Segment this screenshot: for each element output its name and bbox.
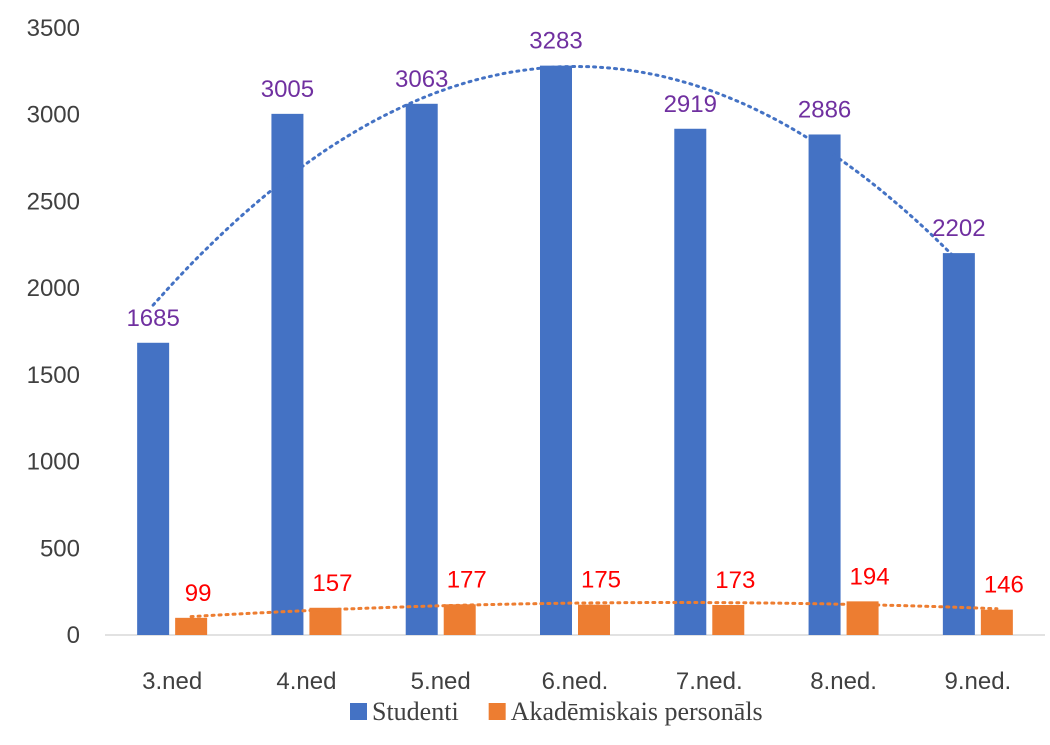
data-label: 146: [984, 572, 1024, 599]
data-label: 2202: [932, 215, 985, 242]
y-tick-label: 1500: [27, 362, 80, 389]
legend-label: Studenti: [372, 697, 459, 726]
legend: Studenti Akadēmiskais personāls: [350, 697, 763, 726]
data-label: 177: [447, 566, 487, 593]
bar-studenti: [271, 113, 304, 635]
legend-label: Akadēmiskais personāls: [511, 697, 763, 726]
bars: [137, 65, 1013, 636]
x-tick-label: 7.ned.: [676, 668, 743, 695]
data-label: 157: [312, 570, 352, 597]
bar-akademiskais-personals: [309, 607, 342, 635]
bar-studenti: [674, 128, 707, 635]
trendline-akademiskais-personals: [189, 601, 999, 619]
y-tick-label: 500: [40, 535, 80, 562]
y-tick-label: 2500: [27, 188, 80, 215]
trendlines: [151, 64, 999, 619]
data-labels: 1685 3005 3063 3283 2919 2886 2202 99 157 177 175 1…: [126, 28, 1023, 607]
data-label: 3283: [529, 28, 582, 55]
data-label: 3005: [261, 76, 314, 103]
data-label: 99: [185, 580, 212, 607]
data-label: 194: [850, 563, 890, 590]
x-tick-label: 4.ned: [276, 668, 336, 695]
x-tick-label: 9.ned.: [944, 668, 1011, 695]
x-tick-label: 6.ned.: [542, 668, 609, 695]
bar-studenti: [137, 342, 170, 635]
legend-swatch: [350, 703, 367, 720]
data-label: 3063: [395, 66, 448, 93]
bar-studenti: [942, 253, 975, 635]
trendline-studenti: [151, 64, 961, 307]
data-label: 2919: [664, 91, 717, 118]
x-tick-label: 3.ned: [142, 668, 202, 695]
bar-studenti: [808, 134, 841, 635]
bar-akademiskais-personals: [846, 601, 879, 635]
bar-akademiskais-personals: [175, 617, 208, 635]
x-axis: 3.ned 4.ned 5.ned 6.ned. 7.ned. 8.ned. 9.ned.: [105, 634, 1045, 695]
y-axis: 0 500 1000 1500 2000 2500 3000 3500: [27, 15, 80, 649]
y-tick-label: 2000: [27, 275, 80, 302]
x-tick-label: 8.ned.: [810, 668, 877, 695]
legend-swatch: [488, 703, 506, 720]
bar-studenti: [540, 65, 572, 635]
data-label: 2886: [798, 96, 851, 123]
bar-studenti: [405, 103, 438, 636]
y-tick-label: 0: [67, 622, 80, 649]
bar-akademiskais-personals: [712, 604, 745, 635]
bar-akademiskais-personals: [980, 609, 1013, 635]
y-tick-label: 1000: [27, 449, 80, 476]
y-tick-label: 3500: [27, 15, 80, 42]
x-tick-label: 5.ned: [411, 668, 471, 695]
y-tick-label: 3000: [27, 102, 80, 129]
bar-akademiskais-personals: [443, 604, 476, 635]
data-label: 175: [581, 567, 621, 594]
data-label: 173: [715, 567, 755, 594]
data-label: 1685: [126, 305, 179, 332]
bar-akademiskais-personals: [578, 604, 610, 635]
